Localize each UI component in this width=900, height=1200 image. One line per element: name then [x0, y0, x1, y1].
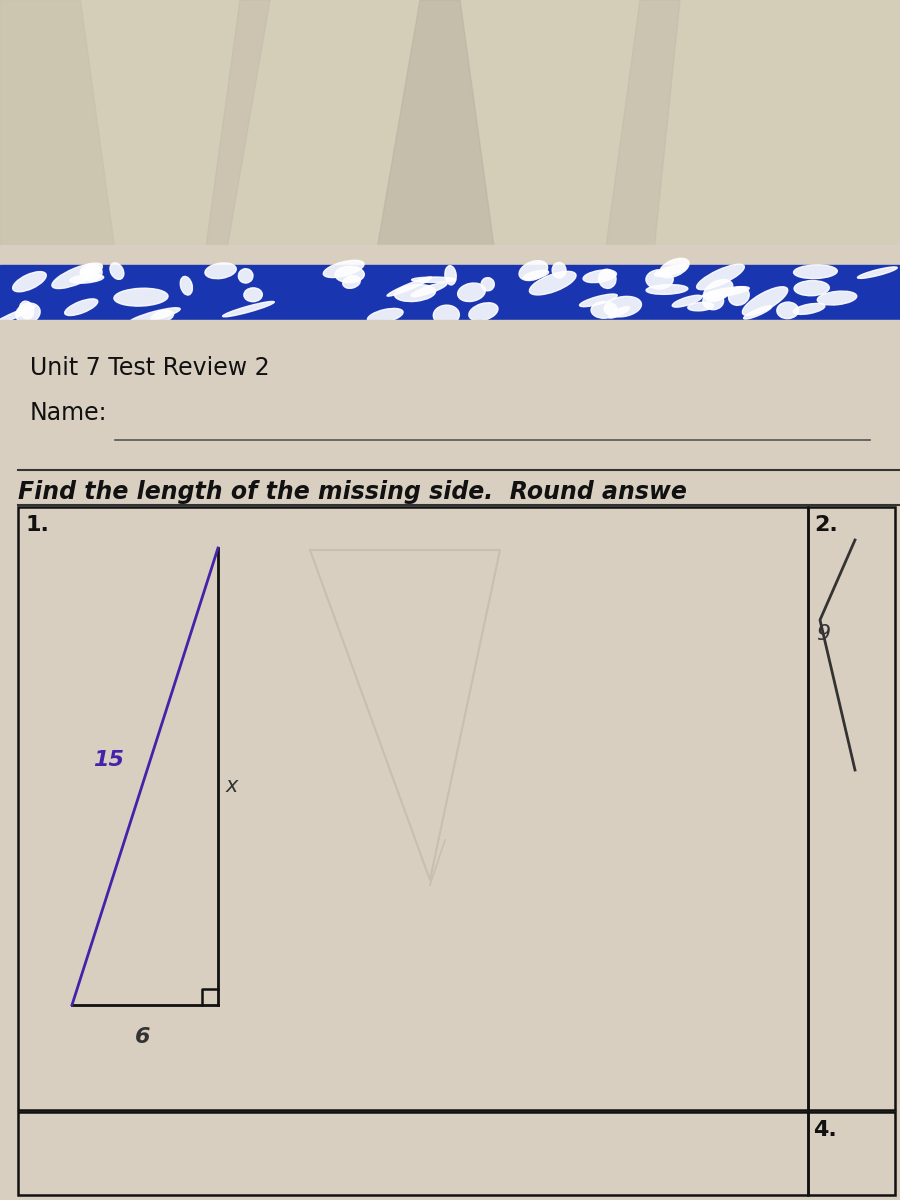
Bar: [0, 320, 900, 1200]
Polygon shape: [370, 0, 500, 290]
Ellipse shape: [672, 295, 702, 307]
Ellipse shape: [529, 271, 576, 295]
Bar: [18, 1112, 808, 1195]
Text: 4.: 4.: [813, 1120, 837, 1140]
Ellipse shape: [151, 311, 174, 323]
Ellipse shape: [445, 265, 456, 284]
Ellipse shape: [129, 307, 180, 324]
Polygon shape: [600, 0, 680, 290]
Text: 2.: 2.: [814, 515, 838, 535]
Bar: [808, 1112, 895, 1195]
Ellipse shape: [660, 258, 689, 277]
Ellipse shape: [729, 287, 750, 305]
Text: 6: 6: [135, 1027, 150, 1046]
Ellipse shape: [205, 263, 237, 278]
Ellipse shape: [222, 301, 274, 317]
Ellipse shape: [608, 306, 630, 318]
Ellipse shape: [702, 287, 749, 298]
Ellipse shape: [654, 265, 688, 276]
Ellipse shape: [598, 269, 616, 288]
Ellipse shape: [411, 277, 455, 282]
Ellipse shape: [552, 263, 566, 278]
Ellipse shape: [180, 276, 193, 295]
Ellipse shape: [70, 275, 104, 283]
Text: 15: 15: [93, 750, 124, 770]
Ellipse shape: [580, 294, 617, 307]
Text: Find the length of the missing side.  Round answe: Find the length of the missing side. Rou…: [18, 480, 687, 504]
Ellipse shape: [244, 288, 263, 301]
Ellipse shape: [604, 296, 642, 317]
Ellipse shape: [433, 305, 459, 325]
Ellipse shape: [238, 269, 253, 283]
Ellipse shape: [777, 302, 798, 319]
Text: Unit 7 Test Review 2: Unit 7 Test Review 2: [30, 356, 270, 380]
Ellipse shape: [457, 283, 485, 301]
Ellipse shape: [394, 284, 436, 301]
Polygon shape: [200, 0, 270, 290]
Ellipse shape: [0, 306, 35, 325]
Ellipse shape: [794, 281, 829, 295]
Ellipse shape: [858, 266, 897, 278]
Ellipse shape: [411, 283, 447, 296]
Ellipse shape: [646, 270, 673, 289]
Ellipse shape: [697, 264, 744, 289]
Ellipse shape: [469, 302, 498, 320]
Ellipse shape: [335, 266, 365, 283]
Bar: [0, 0, 900, 290]
Bar: [808, 506, 895, 1110]
Bar: [0, 265, 900, 320]
Ellipse shape: [688, 302, 714, 311]
Text: x: x: [226, 775, 239, 796]
Ellipse shape: [65, 299, 98, 316]
Ellipse shape: [81, 264, 102, 281]
Ellipse shape: [114, 288, 168, 306]
Ellipse shape: [343, 276, 360, 288]
Ellipse shape: [646, 284, 688, 294]
Ellipse shape: [387, 277, 432, 296]
Ellipse shape: [794, 265, 837, 278]
Ellipse shape: [817, 292, 857, 305]
Ellipse shape: [519, 260, 547, 281]
Ellipse shape: [704, 280, 733, 301]
Ellipse shape: [13, 271, 46, 292]
Text: 9: 9: [816, 624, 830, 644]
Ellipse shape: [591, 301, 617, 318]
Ellipse shape: [80, 266, 95, 277]
Text: 1.: 1.: [26, 515, 50, 535]
Bar: [18, 506, 808, 1110]
Ellipse shape: [524, 270, 549, 280]
Ellipse shape: [20, 301, 33, 319]
Bar: [0, 245, 900, 265]
Ellipse shape: [482, 277, 494, 290]
Ellipse shape: [742, 287, 788, 316]
Ellipse shape: [793, 304, 825, 314]
Ellipse shape: [703, 293, 724, 310]
Ellipse shape: [583, 270, 617, 283]
Ellipse shape: [367, 308, 403, 323]
Ellipse shape: [110, 263, 124, 280]
Ellipse shape: [323, 260, 364, 277]
Text: Name:: Name:: [30, 401, 107, 425]
Ellipse shape: [52, 263, 103, 288]
Ellipse shape: [743, 306, 772, 319]
Ellipse shape: [16, 304, 40, 323]
